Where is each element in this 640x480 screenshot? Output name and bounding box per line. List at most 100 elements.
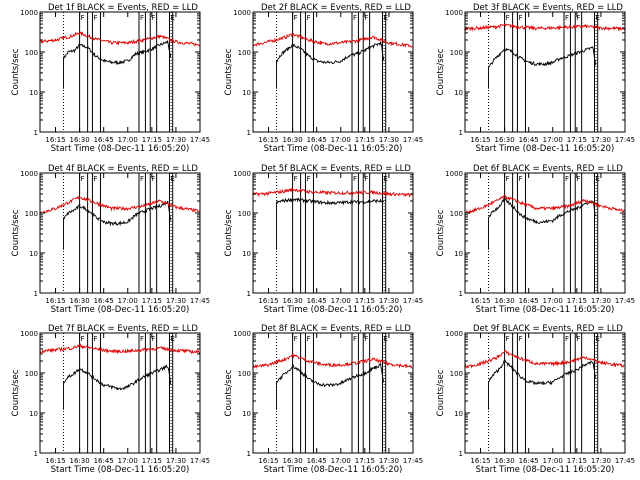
x-tick-label: 16:30 <box>495 297 515 305</box>
x-axis-label: Start Time (08-Dec-11 16:05:20) <box>264 144 403 154</box>
x-axis-label: Start Time (08-Dec-11 16:05:20) <box>51 465 190 475</box>
y-tick-label: 100 <box>450 49 463 57</box>
y-tick-label: 100 <box>238 370 251 378</box>
y-tick-label: 1 <box>459 450 463 458</box>
y-tick-label: 1000 <box>233 9 251 17</box>
y-tick-label: 100 <box>450 210 463 218</box>
panel-title: Det 6f BLACK = Events, RED = LLD <box>473 164 623 174</box>
plot-frame <box>464 172 626 294</box>
flag-label: F <box>93 175 97 183</box>
y-tick-label: 1000 <box>20 170 38 178</box>
y-tick-label: 1000 <box>233 330 251 338</box>
x-tick-label: 17:45 <box>190 297 210 305</box>
x-tick-label: 17:00 <box>331 136 351 144</box>
flag-label: F <box>306 14 310 22</box>
plot-frame <box>39 11 201 133</box>
panel-title: Det 1f BLACK = Events, RED = LLD <box>48 3 198 13</box>
flag-label: F <box>506 14 510 22</box>
flag-label: F <box>506 175 510 183</box>
x-tick-label: 16:30 <box>495 457 515 465</box>
x-tick-label: 17:45 <box>190 136 210 144</box>
y-axis-label: Counts/sec <box>224 209 234 256</box>
flag-label: F <box>364 335 368 343</box>
x-tick-label: 16:15 <box>258 297 278 305</box>
x-axis-label: Start Time (08-Dec-11 16:05:20) <box>476 144 615 154</box>
x-tick-label: 17:45 <box>615 457 635 465</box>
x-tick-label: 16:15 <box>470 136 490 144</box>
flag-label: F <box>81 335 85 343</box>
panel-title: Det 7f BLACK = Events, RED = LLD <box>48 324 198 334</box>
plot-frame <box>252 172 414 294</box>
events-series-line <box>276 197 384 250</box>
x-tick-label: 16:15 <box>470 297 490 305</box>
y-tick-label: 10 <box>29 89 38 97</box>
events-series-line <box>63 39 172 89</box>
x-tick-label: 17:00 <box>543 136 563 144</box>
flag-label: F <box>140 14 144 22</box>
panel-title: Det 5f BLACK = Events, RED = LLD <box>261 164 411 174</box>
flag-label: F <box>565 335 569 343</box>
lld-series-line <box>39 343 200 355</box>
x-tick-label: 16:30 <box>283 457 303 465</box>
x-tick-label: 16:15 <box>45 297 65 305</box>
y-tick-label: 10 <box>454 410 463 418</box>
x-tick-label: 16:45 <box>94 136 114 144</box>
events-series-line <box>63 200 172 250</box>
flag-label: F <box>151 335 155 343</box>
x-axis-label: Start Time (08-Dec-11 16:05:20) <box>476 305 615 315</box>
flag-label: F <box>140 335 144 343</box>
flag-label: F <box>353 175 357 183</box>
y-tick-label: 10 <box>242 250 251 258</box>
flag-label: F <box>364 175 368 183</box>
x-tick-label: 17:30 <box>379 136 399 144</box>
plot-frame <box>39 172 201 294</box>
x-tick-label: 17:15 <box>567 457 587 465</box>
y-tick-label: 10 <box>29 250 38 258</box>
x-tick-label: 17:45 <box>403 136 423 144</box>
lld-series-line <box>39 31 200 47</box>
y-axis-label: Counts/sec <box>11 369 21 416</box>
x-tick-label: 17:30 <box>591 457 611 465</box>
x-tick-label: 17:00 <box>118 297 138 305</box>
y-axis-label: Counts/sec <box>11 209 21 256</box>
plot-frame <box>252 11 414 133</box>
x-tick-label: 17:00 <box>543 457 563 465</box>
flag-label: E <box>383 175 387 183</box>
plot-frame <box>39 332 201 454</box>
x-tick-label: 17:45 <box>403 297 423 305</box>
x-tick-label: 17:15 <box>142 136 162 144</box>
flag-label: F <box>565 175 569 183</box>
x-tick-label: 16:45 <box>519 457 539 465</box>
lld-series-line <box>39 195 200 214</box>
x-tick-label: 16:45 <box>94 297 114 305</box>
y-tick-label: 1 <box>34 129 38 137</box>
panel-title: Det 8f BLACK = Events, RED = LLD <box>261 324 411 334</box>
x-tick-label: 17:45 <box>403 457 423 465</box>
x-axis-label: Start Time (08-Dec-11 16:05:20) <box>51 144 190 154</box>
x-axis-label: Start Time (08-Dec-11 16:05:20) <box>264 305 403 315</box>
flag-label: F <box>294 175 298 183</box>
x-tick-label: 17:45 <box>190 457 210 465</box>
y-axis-label: Counts/sec <box>436 369 446 416</box>
x-tick-label: 16:30 <box>283 297 303 305</box>
y-axis-label: Counts/sec <box>224 48 234 95</box>
x-tick-label: 17:30 <box>166 297 186 305</box>
y-tick-label: 1 <box>459 129 463 137</box>
x-tick-label: 16:15 <box>45 457 65 465</box>
events-series-line <box>276 362 385 410</box>
x-tick-label: 16:15 <box>258 457 278 465</box>
flag-label: E <box>595 335 599 343</box>
flag-label: F <box>294 335 298 343</box>
x-tick-label: 17:30 <box>591 136 611 144</box>
events-series-line <box>276 41 385 89</box>
events-series-line <box>488 196 597 250</box>
x-tick-label: 16:30 <box>70 136 90 144</box>
flag-label: E <box>170 175 174 183</box>
x-tick-label: 17:00 <box>331 297 351 305</box>
y-tick-label: 100 <box>25 370 38 378</box>
